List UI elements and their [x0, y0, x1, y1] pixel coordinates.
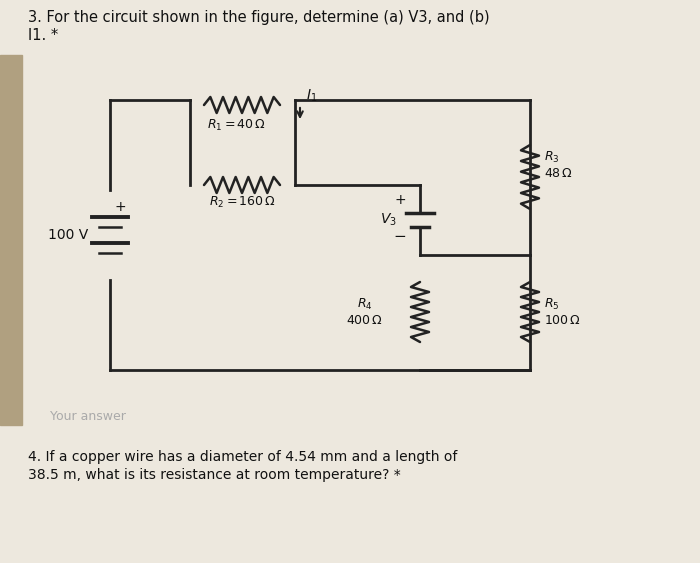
- Text: $R_5$
$100\,\Omega$: $R_5$ $100\,\Omega$: [544, 297, 581, 327]
- Text: $R_4$
$400\,\Omega$: $R_4$ $400\,\Omega$: [346, 297, 384, 327]
- Text: +: +: [114, 200, 126, 214]
- Text: Your answer: Your answer: [50, 410, 126, 423]
- Bar: [0, 55, 22, 425]
- Text: 4. If a copper wire has a diameter of 4.54 mm and a length of: 4. If a copper wire has a diameter of 4.…: [28, 450, 457, 464]
- Text: $R_1 = 40\,\Omega$: $R_1 = 40\,\Omega$: [207, 118, 267, 133]
- Text: 38.5 m, what is its resistance at room temperature? *: 38.5 m, what is its resistance at room t…: [28, 468, 400, 482]
- Text: 100 V: 100 V: [48, 228, 88, 242]
- Text: $R_3$
$48\,\Omega$: $R_3$ $48\,\Omega$: [544, 150, 573, 180]
- Text: −: −: [393, 229, 407, 244]
- Text: I1. *: I1. *: [28, 28, 58, 43]
- Text: $R_2 = 160\,\Omega$: $R_2 = 160\,\Omega$: [209, 195, 276, 210]
- Text: $V_3$: $V_3$: [379, 212, 396, 228]
- Text: $I_1$: $I_1$: [306, 88, 317, 104]
- Text: +: +: [394, 193, 406, 207]
- Text: 3. For the circuit shown in the figure, determine (a) V3, and (b): 3. For the circuit shown in the figure, …: [28, 10, 489, 25]
